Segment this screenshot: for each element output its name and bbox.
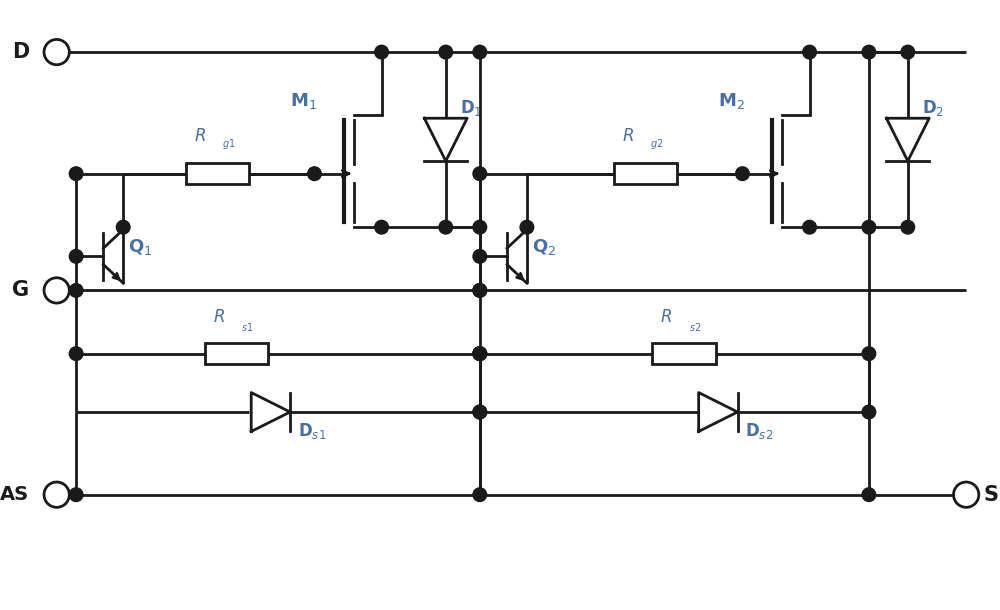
Circle shape: [862, 347, 876, 361]
Circle shape: [69, 284, 83, 297]
Circle shape: [473, 45, 487, 59]
Polygon shape: [699, 393, 738, 431]
Bar: [652, 343, 716, 364]
Bar: [614, 163, 677, 184]
Text: S: S: [984, 485, 999, 504]
Polygon shape: [424, 118, 467, 161]
Text: Q$_1$: Q$_1$: [128, 237, 152, 256]
Text: D$_{s2}$: D$_{s2}$: [745, 422, 774, 441]
Circle shape: [439, 220, 453, 234]
Text: D$_{s1}$: D$_{s1}$: [298, 422, 326, 441]
Text: $R$: $R$: [213, 309, 225, 326]
Text: $_{s1}$: $_{s1}$: [241, 320, 254, 334]
Circle shape: [473, 284, 487, 297]
Circle shape: [473, 347, 487, 361]
Circle shape: [954, 482, 979, 508]
Text: $R$: $R$: [622, 126, 633, 145]
Circle shape: [473, 488, 487, 501]
Text: D$_2$: D$_2$: [922, 98, 945, 118]
Text: $_{g1}$: $_{g1}$: [222, 137, 236, 152]
Text: G: G: [12, 281, 29, 300]
Circle shape: [44, 482, 69, 508]
Circle shape: [69, 488, 83, 501]
Text: $_{s2}$: $_{s2}$: [689, 320, 701, 334]
Circle shape: [44, 278, 69, 303]
Text: $R$: $R$: [194, 126, 205, 145]
Polygon shape: [251, 393, 290, 431]
Circle shape: [439, 45, 453, 59]
Circle shape: [862, 405, 876, 419]
Text: D: D: [12, 42, 29, 62]
Circle shape: [44, 40, 69, 65]
Circle shape: [473, 405, 487, 419]
Circle shape: [473, 347, 487, 361]
Circle shape: [736, 167, 749, 181]
Bar: [205, 343, 268, 364]
Circle shape: [375, 45, 388, 59]
Circle shape: [473, 167, 487, 181]
Circle shape: [473, 347, 487, 361]
Circle shape: [473, 284, 487, 297]
Circle shape: [473, 220, 487, 234]
Bar: [186, 163, 249, 184]
Circle shape: [69, 347, 83, 361]
Circle shape: [116, 220, 130, 234]
Circle shape: [901, 220, 915, 234]
Text: $R$: $R$: [660, 309, 672, 326]
Circle shape: [69, 167, 83, 181]
Circle shape: [862, 45, 876, 59]
Text: D$_1$: D$_1$: [460, 98, 483, 118]
Circle shape: [901, 45, 915, 59]
Text: M$_1$: M$_1$: [290, 91, 317, 110]
Text: Q$_2$: Q$_2$: [532, 237, 556, 256]
Text: AS: AS: [0, 485, 29, 504]
Circle shape: [862, 488, 876, 501]
Circle shape: [473, 405, 487, 419]
Text: $_{g2}$: $_{g2}$: [650, 137, 664, 152]
Circle shape: [803, 220, 816, 234]
Circle shape: [803, 45, 816, 59]
Circle shape: [520, 220, 534, 234]
Polygon shape: [886, 118, 929, 161]
Circle shape: [308, 167, 321, 181]
Circle shape: [375, 220, 388, 234]
Circle shape: [862, 220, 876, 234]
Circle shape: [69, 249, 83, 263]
Circle shape: [473, 249, 487, 263]
Text: M$_2$: M$_2$: [718, 91, 745, 110]
